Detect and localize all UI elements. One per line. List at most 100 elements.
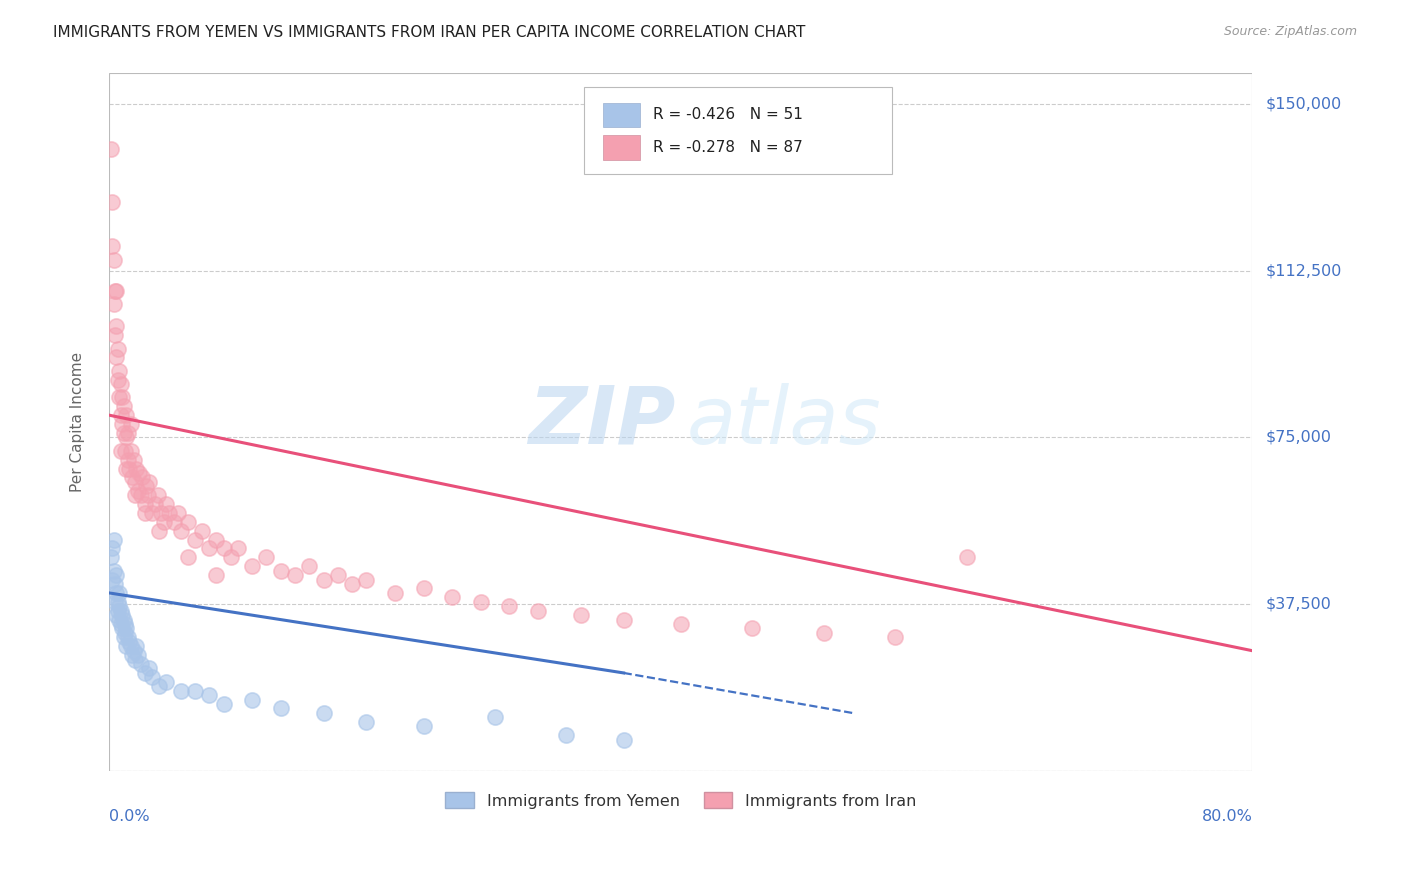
Point	[198, 688, 221, 702]
Point	[134, 506, 156, 520]
Point	[120, 443, 142, 458]
Point	[212, 697, 235, 711]
Point	[105, 351, 128, 365]
Point	[105, 608, 128, 623]
Point	[122, 452, 145, 467]
Point	[125, 640, 148, 654]
Point	[212, 541, 235, 556]
Point	[312, 573, 335, 587]
Point	[110, 408, 132, 422]
Point	[107, 595, 129, 609]
Point	[124, 488, 146, 502]
Point	[146, 488, 169, 502]
Point	[162, 515, 184, 529]
Point	[356, 714, 378, 729]
Point	[613, 613, 636, 627]
Point	[129, 488, 152, 502]
Point	[155, 674, 177, 689]
Point	[152, 515, 174, 529]
Text: $112,500: $112,500	[1265, 263, 1343, 278]
Point	[134, 497, 156, 511]
Point	[134, 665, 156, 680]
Text: ZIP: ZIP	[527, 383, 675, 461]
Point	[121, 470, 143, 484]
Point	[115, 622, 138, 636]
Point	[569, 608, 592, 623]
Point	[326, 568, 349, 582]
Point	[112, 613, 135, 627]
Point	[184, 683, 207, 698]
Point	[484, 710, 506, 724]
Text: Source: ZipAtlas.com: Source: ZipAtlas.com	[1223, 25, 1357, 38]
Point	[131, 470, 153, 484]
Point	[270, 701, 292, 715]
Text: R = -0.426   N = 51: R = -0.426 N = 51	[654, 107, 803, 122]
Point	[669, 617, 692, 632]
Point	[104, 284, 127, 298]
Point	[254, 550, 277, 565]
Point	[157, 506, 180, 520]
Point	[105, 284, 128, 298]
Point	[122, 643, 145, 657]
Point	[121, 648, 143, 662]
Point	[240, 559, 263, 574]
Point	[104, 328, 127, 343]
Point	[110, 617, 132, 632]
Point	[104, 577, 127, 591]
Point	[270, 564, 292, 578]
Point	[111, 417, 134, 431]
Point	[108, 613, 131, 627]
Point	[470, 595, 492, 609]
Point	[384, 586, 406, 600]
Point	[110, 443, 132, 458]
Point	[105, 586, 128, 600]
Legend: Immigrants from Yemen, Immigrants from Iran: Immigrants from Yemen, Immigrants from I…	[439, 786, 922, 815]
Point	[240, 692, 263, 706]
Point	[127, 483, 149, 498]
Point	[135, 479, 157, 493]
Point	[120, 417, 142, 431]
Point	[184, 533, 207, 547]
Point	[340, 577, 363, 591]
Point	[117, 425, 139, 440]
Point	[177, 550, 200, 565]
Point	[284, 568, 307, 582]
Point	[104, 595, 127, 609]
Point	[191, 524, 214, 538]
Bar	[603, 136, 640, 160]
Point	[114, 443, 136, 458]
Text: $150,000: $150,000	[1265, 96, 1343, 112]
Point	[112, 425, 135, 440]
Point	[111, 391, 134, 405]
Point	[527, 604, 550, 618]
Point	[103, 252, 125, 267]
Point	[298, 559, 321, 574]
Point	[129, 657, 152, 671]
Point	[118, 635, 141, 649]
Point	[114, 626, 136, 640]
Point	[125, 461, 148, 475]
Point	[741, 622, 763, 636]
Point	[110, 604, 132, 618]
Point	[120, 640, 142, 654]
Text: atlas: atlas	[686, 383, 882, 461]
Point	[101, 194, 124, 209]
Point	[103, 297, 125, 311]
Point	[141, 670, 163, 684]
Text: 0.0%: 0.0%	[110, 809, 150, 824]
Point	[136, 488, 159, 502]
Bar	[603, 103, 640, 127]
Point	[884, 631, 907, 645]
Point	[117, 631, 139, 645]
Point	[177, 515, 200, 529]
Point	[124, 475, 146, 489]
Point	[111, 608, 134, 623]
Point	[103, 533, 125, 547]
Text: $75,000: $75,000	[1265, 430, 1331, 445]
Point	[114, 617, 136, 632]
Point	[105, 568, 128, 582]
Point	[103, 564, 125, 578]
Point	[100, 142, 122, 156]
Point	[138, 661, 160, 675]
Point	[101, 573, 124, 587]
